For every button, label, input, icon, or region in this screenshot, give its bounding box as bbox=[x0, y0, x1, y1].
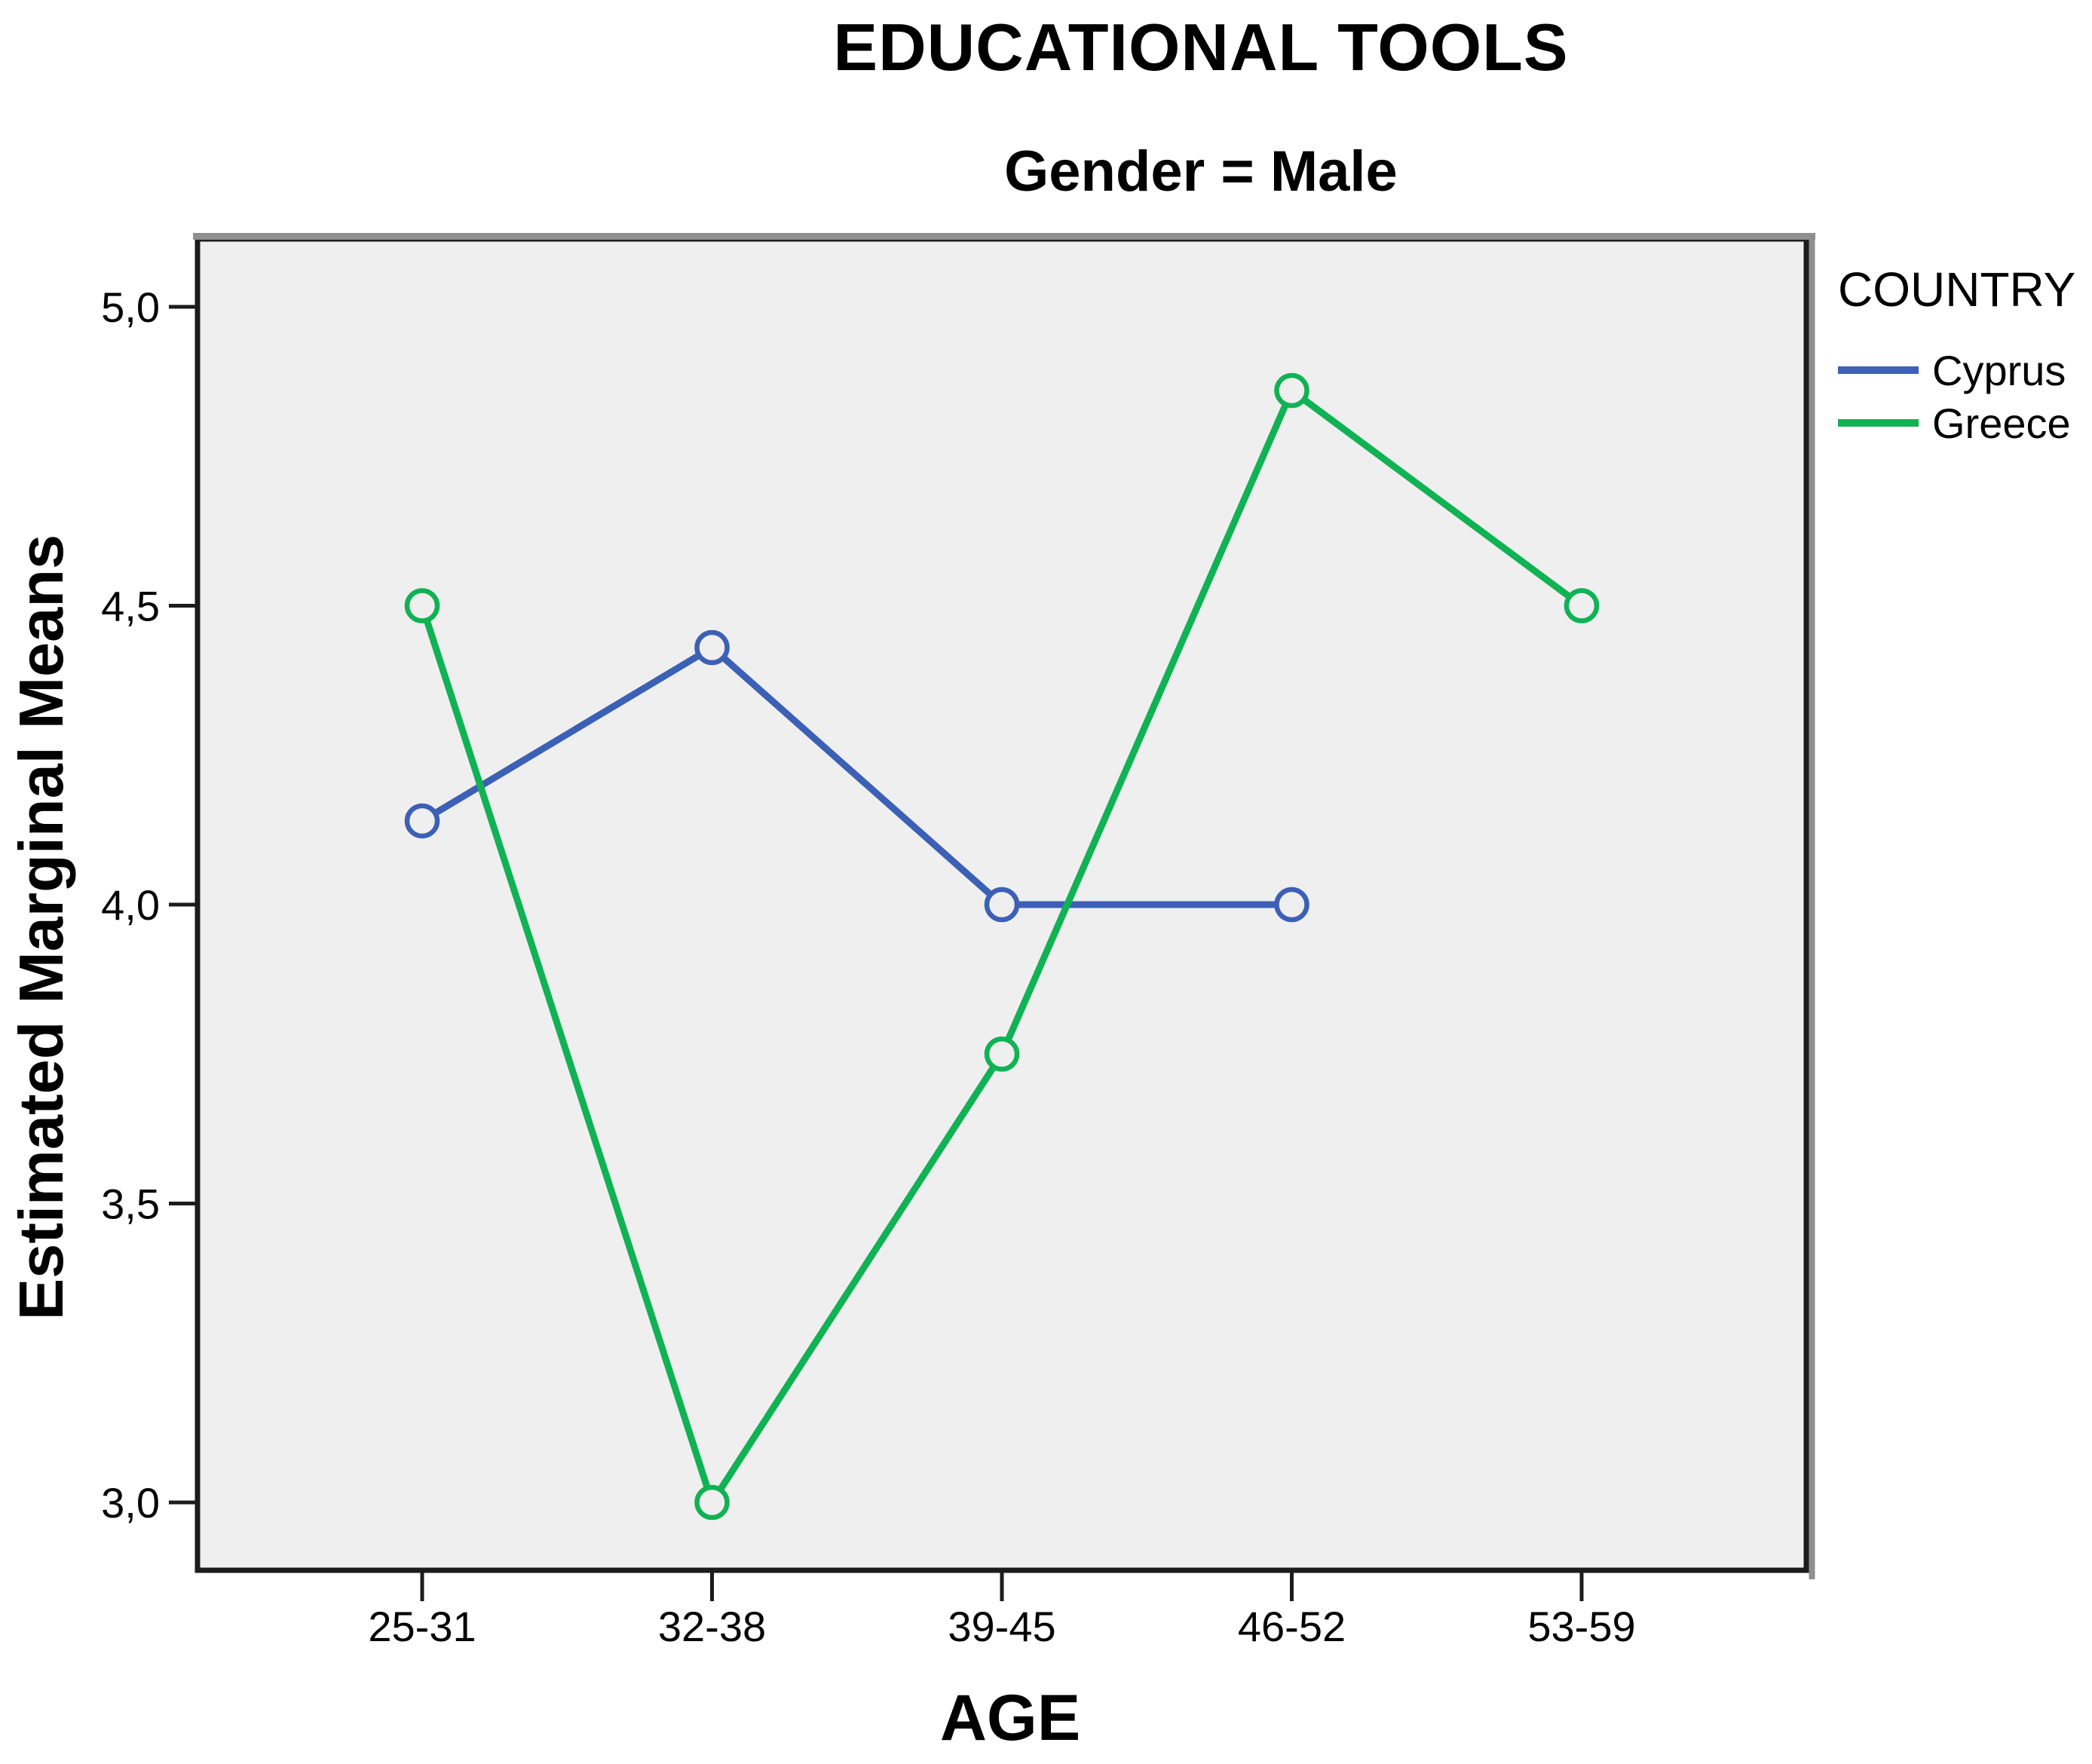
plot-frame-shadow-top bbox=[193, 233, 1815, 240]
legend-entry-label: Cyprus bbox=[1932, 346, 2066, 394]
y-tick-label: 3,0 bbox=[101, 1479, 160, 1527]
chart-title: EDUCATIONAL TOOLS bbox=[833, 10, 1569, 84]
x-axis-label: AGE bbox=[940, 1682, 1080, 1754]
y-tick-label: 5,0 bbox=[101, 283, 160, 331]
plot-frame-shadow-right bbox=[1809, 233, 1815, 1579]
x-tick-label: 46-52 bbox=[1238, 1603, 1346, 1650]
data-point-marker-cyprus bbox=[694, 629, 730, 666]
series-line-cyprus bbox=[420, 644, 1292, 908]
panel-subtitle: Gender = Male bbox=[1004, 139, 1398, 204]
data-point-marker-greece bbox=[1274, 372, 1309, 409]
data-point-marker-cyprus bbox=[404, 803, 440, 839]
legend-entries: Cyprus Greece bbox=[1838, 344, 2075, 449]
legend-title: COUNTRY bbox=[1838, 262, 2076, 317]
y-tick-label: 3,5 bbox=[101, 1181, 160, 1228]
y-tick-label: 4,0 bbox=[101, 881, 160, 929]
x-tick-label: 32-38 bbox=[658, 1603, 766, 1650]
data-point-marker-greece bbox=[1564, 588, 1600, 623]
y-tick-label: 4,5 bbox=[101, 583, 160, 630]
x-tick-label: 25-31 bbox=[368, 1603, 476, 1650]
legend-entry-cyprus: Cyprus bbox=[1838, 344, 2075, 397]
data-point-marker-greece bbox=[404, 588, 440, 623]
x-tick-label: 39-45 bbox=[948, 1603, 1055, 1650]
legend-entry-greece: Greece bbox=[1838, 397, 2075, 449]
legend-swatch-greece bbox=[1838, 419, 1919, 427]
data-point-marker-greece bbox=[694, 1484, 730, 1521]
y-axis-label: Estimated Marginal Means bbox=[6, 534, 76, 1320]
data-point-marker-greece bbox=[984, 1037, 1020, 1072]
x-tick-label: 53-59 bbox=[1527, 1603, 1635, 1650]
data-point-marker-cyprus bbox=[984, 887, 1020, 923]
legend: COUNTRY Cyprus Greece bbox=[1838, 265, 2075, 449]
legend-swatch-cyprus bbox=[1838, 366, 1919, 374]
data-point-marker-cyprus bbox=[1274, 887, 1309, 923]
legend-entry-label: Greece bbox=[1932, 399, 2071, 447]
